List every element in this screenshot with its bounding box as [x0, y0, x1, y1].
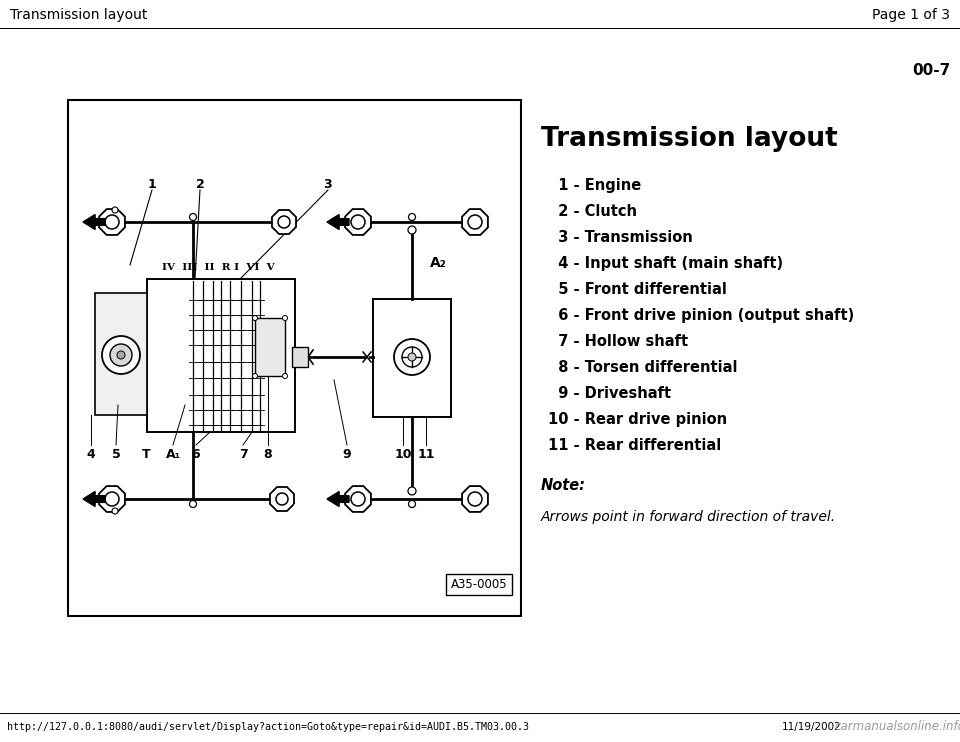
Text: 2: 2 [196, 177, 204, 191]
Text: 1: 1 [148, 177, 156, 191]
Bar [373, 299, 451, 417]
FancyArrow shape [327, 214, 349, 229]
Text: 2 - Clutch: 2 - Clutch [548, 204, 637, 219]
Circle shape [278, 216, 290, 228]
Text: Transmission layout: Transmission layout [541, 126, 838, 152]
Text: 9: 9 [343, 448, 351, 462]
Polygon shape [345, 209, 371, 235]
Bar [292, 347, 308, 367]
Text: 8: 8 [264, 448, 273, 462]
Text: A₂: A₂ [430, 256, 446, 270]
Circle shape [112, 508, 118, 514]
Circle shape [282, 315, 287, 321]
Bar [255, 318, 285, 376]
Text: 3: 3 [324, 177, 332, 191]
Circle shape [351, 492, 365, 506]
Circle shape [189, 214, 197, 220]
Circle shape [408, 226, 416, 234]
Text: 6 - Front drive pinion (output shaft): 6 - Front drive pinion (output shaft) [548, 308, 854, 323]
Circle shape [408, 353, 416, 361]
Text: A₁: A₁ [165, 448, 180, 462]
Text: Transmission layout: Transmission layout [10, 8, 148, 22]
Bar [95, 293, 147, 415]
Circle shape [351, 215, 365, 229]
Circle shape [252, 373, 257, 378]
Bar [147, 279, 295, 432]
Text: 7 - Hollow shaft: 7 - Hollow shaft [548, 334, 688, 349]
Text: 10 - Rear drive pinion: 10 - Rear drive pinion [548, 412, 727, 427]
Circle shape [402, 347, 422, 367]
Circle shape [282, 373, 287, 378]
Circle shape [110, 344, 132, 366]
FancyArrow shape [327, 491, 349, 507]
Text: 11 - Rear differential: 11 - Rear differential [548, 438, 721, 453]
Text: 5: 5 [111, 448, 120, 462]
Text: carmanualsonline.info: carmanualsonline.info [834, 720, 960, 734]
Polygon shape [462, 209, 488, 235]
Text: 6: 6 [192, 448, 201, 462]
Polygon shape [99, 209, 125, 235]
Text: T: T [142, 448, 151, 462]
Text: 3 - Transmission: 3 - Transmission [548, 230, 693, 245]
Circle shape [105, 215, 119, 229]
Circle shape [409, 214, 416, 220]
Circle shape [409, 501, 416, 508]
Text: 5 - Front differential: 5 - Front differential [548, 282, 727, 297]
Circle shape [105, 492, 119, 506]
Polygon shape [270, 487, 294, 511]
Circle shape [112, 207, 118, 213]
Circle shape [468, 215, 482, 229]
Circle shape [189, 501, 197, 508]
Text: http://127.0.0.1:8080/audi/servlet/Display?action=Goto&type=repair&id=AUDI.B5.TM: http://127.0.0.1:8080/audi/servlet/Displ… [7, 722, 529, 732]
Text: Arrows point in forward direction of travel.: Arrows point in forward direction of tra… [541, 510, 836, 524]
Polygon shape [99, 486, 125, 512]
Text: 8 - Torsen differential: 8 - Torsen differential [548, 360, 737, 375]
Text: Note:: Note: [541, 478, 586, 493]
Bar [68, 100, 521, 616]
Text: IV  III  II  R I  VI  V: IV III II R I VI V [161, 263, 275, 272]
Text: 7: 7 [239, 448, 248, 462]
Text: 1 - Engine: 1 - Engine [548, 178, 641, 193]
Polygon shape [462, 486, 488, 512]
Text: 10: 10 [395, 448, 412, 462]
Circle shape [276, 493, 288, 505]
Text: 4: 4 [86, 448, 95, 462]
Polygon shape [345, 486, 371, 512]
Polygon shape [272, 210, 296, 234]
Text: A35-0005: A35-0005 [450, 578, 507, 591]
Bar [446, 574, 512, 595]
Circle shape [394, 339, 430, 375]
Text: 11/19/2002: 11/19/2002 [782, 722, 842, 732]
Circle shape [408, 487, 416, 495]
Circle shape [102, 336, 140, 374]
Circle shape [252, 315, 257, 321]
Text: 9 - Driveshaft: 9 - Driveshaft [548, 386, 671, 401]
Text: 11: 11 [418, 448, 435, 462]
Text: 4 - Input shaft (main shaft): 4 - Input shaft (main shaft) [548, 256, 783, 271]
FancyArrow shape [83, 491, 105, 507]
Text: Page 1 of 3: Page 1 of 3 [872, 8, 950, 22]
FancyArrow shape [83, 214, 105, 229]
Circle shape [468, 492, 482, 506]
Text: 00-7: 00-7 [912, 63, 950, 78]
Circle shape [117, 351, 125, 359]
